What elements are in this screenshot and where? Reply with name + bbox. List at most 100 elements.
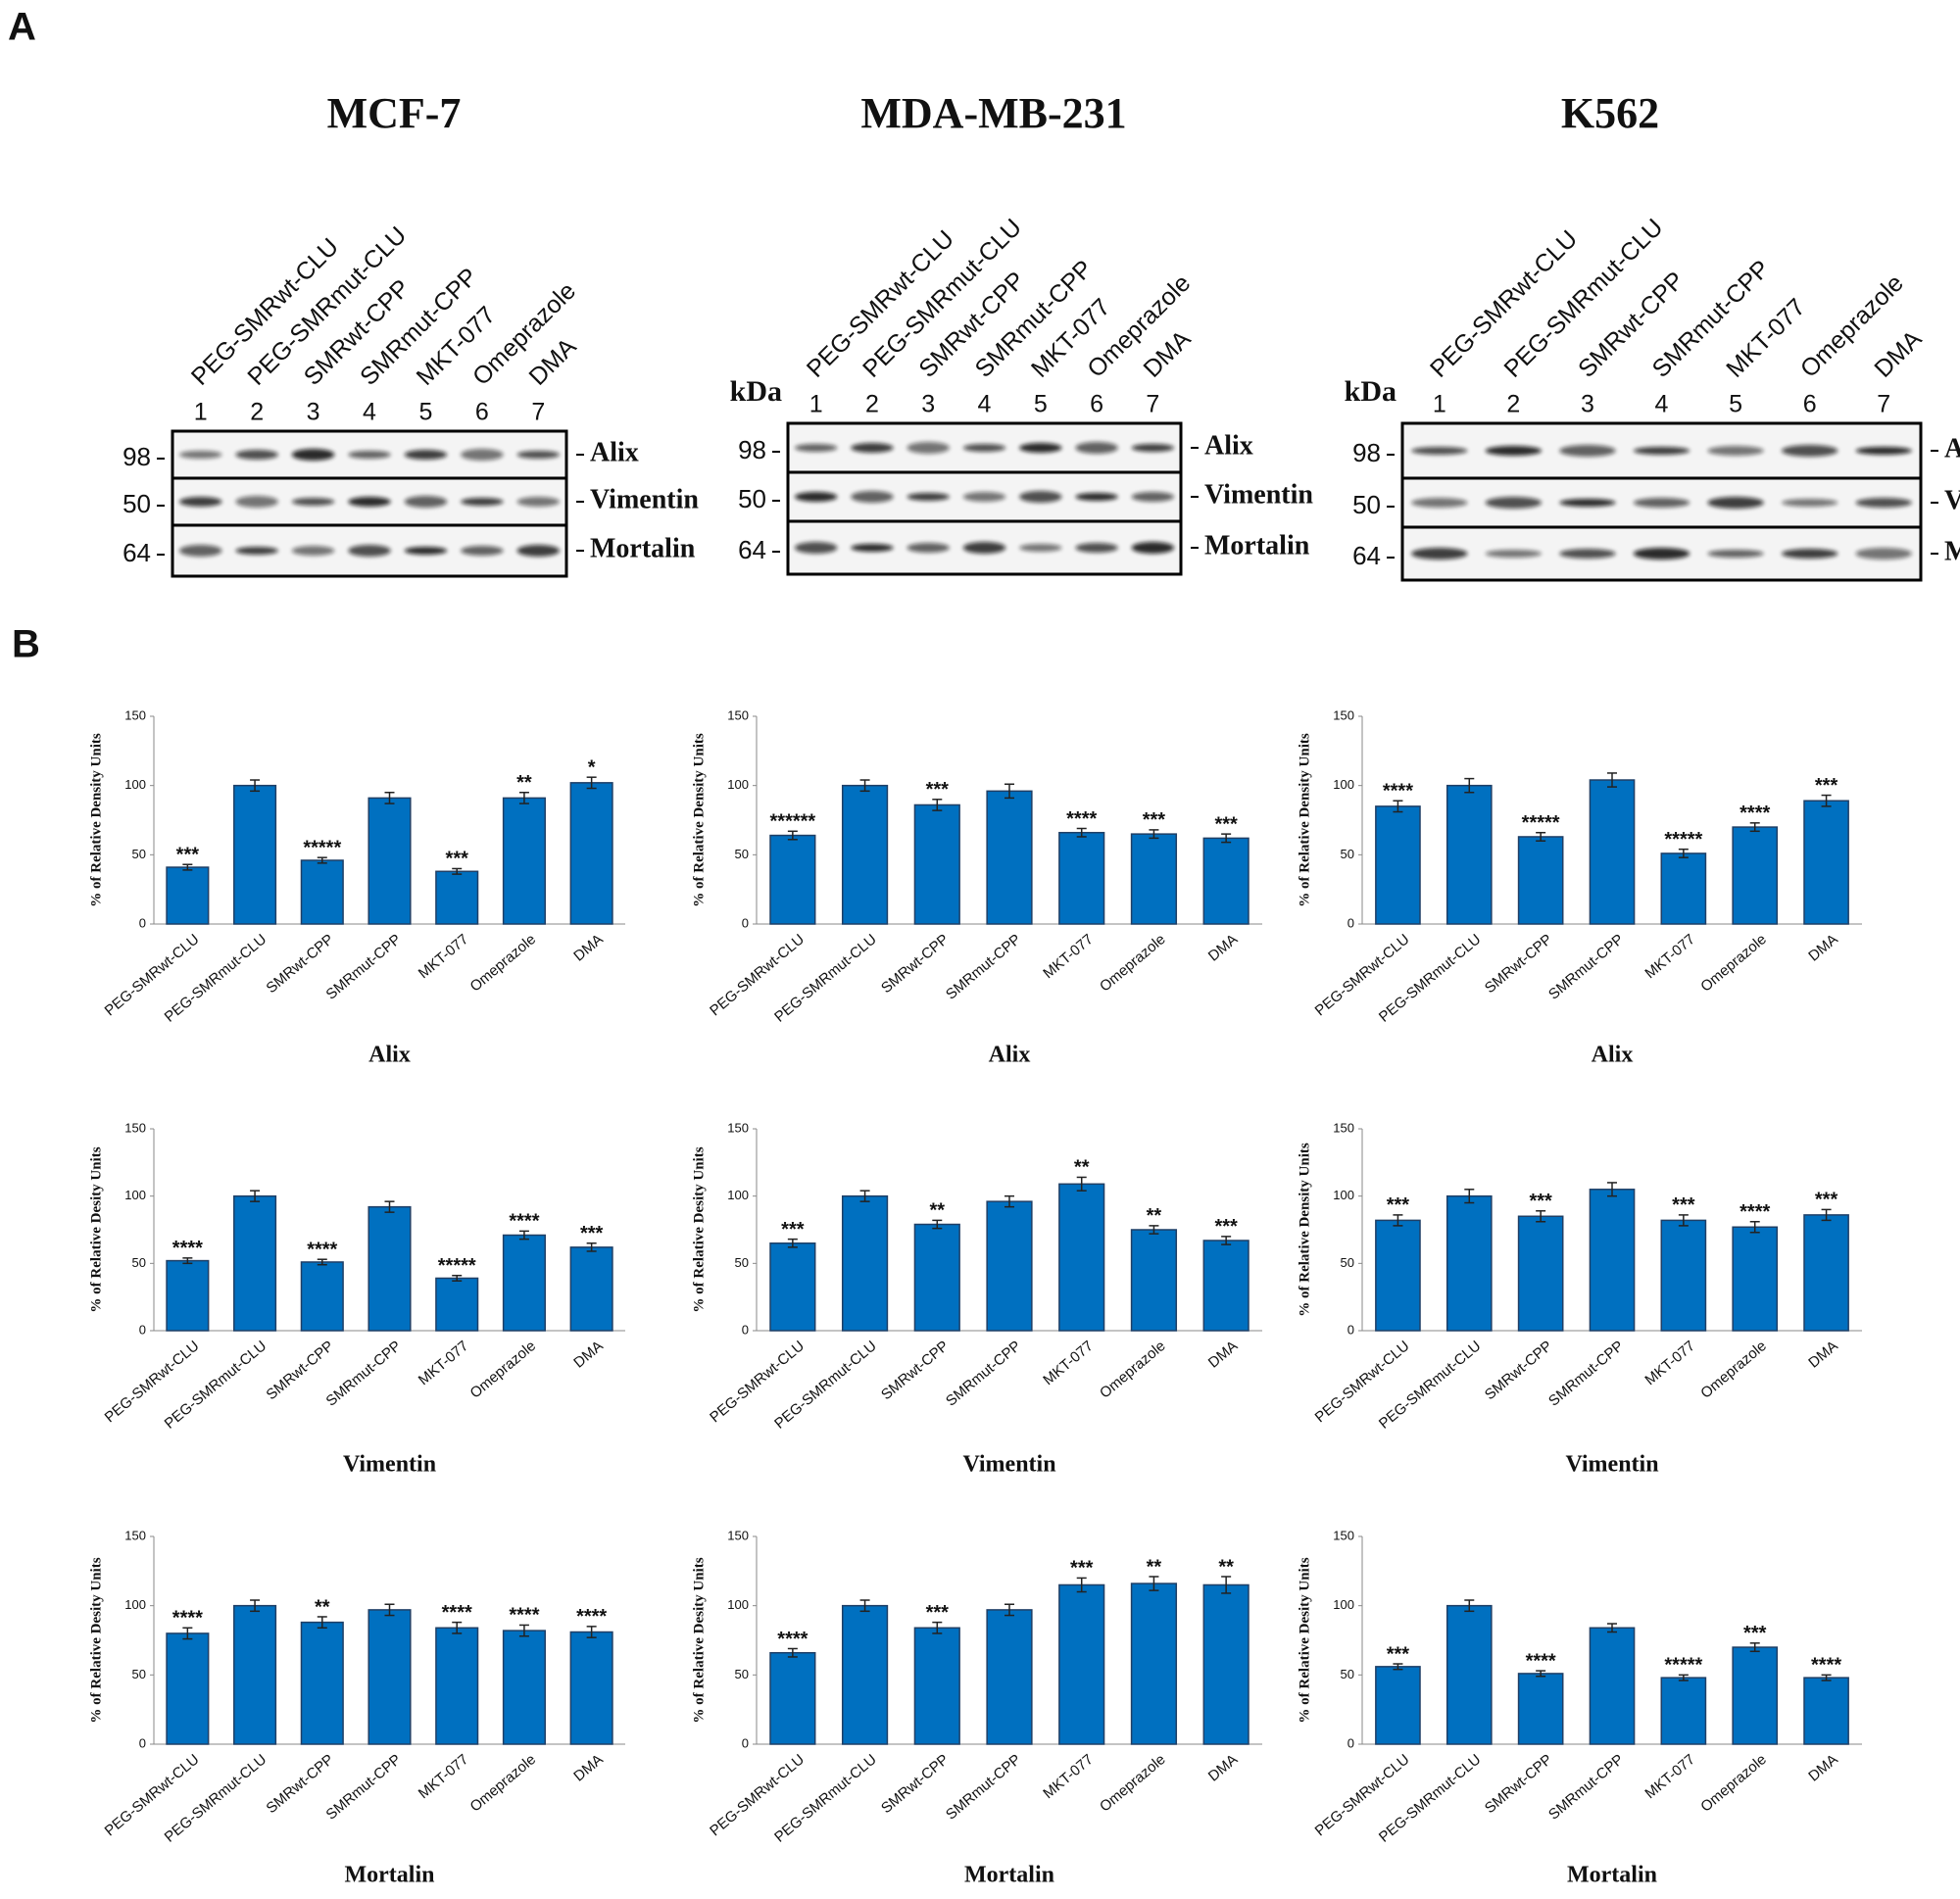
error-bar [317,1616,327,1630]
lane-number: 1 [1433,391,1446,418]
error-bar [317,856,327,864]
bar [1803,800,1849,925]
x-tick-label: Omeprazole [1097,931,1169,996]
error-bar [787,830,798,841]
y-tick-label: 0 [742,915,749,930]
blot-band [1781,445,1838,457]
bar [1517,1673,1564,1745]
y-axis-label: % of Relative Desity Units [88,1557,104,1723]
error-bar [1821,1674,1832,1681]
bar [166,1259,210,1332]
error-bar [1004,783,1014,800]
x-tick-label: DMA [1805,1751,1840,1784]
error-bar [1464,777,1475,794]
y-tick-label: 100 [727,1188,749,1202]
blot-band [348,545,391,557]
blot-band [1559,445,1616,457]
y-tick-label: 0 [742,1735,749,1750]
blot-band [1633,548,1690,560]
blot-band [1411,498,1468,508]
error-bar [859,1190,870,1202]
bar [300,1261,344,1332]
bar [769,1242,816,1332]
error-bar [250,1599,261,1613]
significance: *** [1387,1194,1410,1216]
blot-band [461,498,504,506]
lane-number: 3 [307,399,320,426]
x-tick-label: MKT-077 [1040,931,1097,982]
significance: *** [1214,813,1238,835]
blot-band [794,444,838,452]
bar [841,784,889,925]
y-tick-label: 50 [1341,847,1354,861]
significance: ***** [438,1255,476,1277]
x-tick-label: MKT-077 [1040,1751,1097,1802]
error-bar [452,1274,463,1282]
chart-title: Vimentin [343,1452,436,1478]
protein-label: Vimentin [590,484,699,514]
x-tick-label: DMA [1205,1751,1241,1784]
bar [368,1609,412,1745]
significance: ** [1218,1556,1234,1578]
chart-title: Alix [368,1043,411,1068]
x-tick-label: MKT-077 [1642,931,1698,982]
significance: **** [1066,808,1097,830]
bar [769,1651,816,1745]
lane-number: 2 [1506,391,1520,418]
chart-title: Mortalin [1567,1863,1657,1888]
y-tick-label: 150 [124,1120,146,1135]
bar [986,1609,1033,1745]
y-axis-label: % of Relative Density Units [1297,1143,1312,1317]
bar [1803,1677,1849,1745]
bar [1375,1219,1421,1332]
bar [1202,837,1250,925]
y-tick-label: 50 [735,1667,749,1681]
x-tick-label: SMRmut-CPP [1545,931,1627,1003]
blot-band [1411,548,1468,560]
y-tick-label: 50 [132,1667,146,1681]
x-tick-label: SMRmut-CPP [943,1338,1024,1410]
y-tick-label: 150 [124,707,146,722]
marker-label: 64 [1352,541,1381,570]
lane-number: 4 [363,399,376,426]
significance: *** [1529,1191,1552,1212]
significance: ** [1147,1205,1162,1227]
error-bar [1607,772,1617,788]
error-bar [1607,1623,1617,1633]
blot-band [404,496,448,508]
y-axis-label: % of Relative Desity Units [691,1146,707,1312]
blot-band [1131,492,1175,502]
error-bar [182,1627,193,1640]
panel-label: A [8,6,36,49]
significance: *** [1387,1643,1410,1665]
bar [435,870,479,925]
error-bar [250,779,261,793]
bar [1589,1189,1636,1332]
x-tick-label: MKT-077 [1040,1338,1097,1388]
error-bar [787,1647,798,1658]
y-tick-label: 50 [132,847,146,861]
error-bar [586,1626,597,1638]
blot-band [1559,549,1616,559]
x-tick-label: Omeprazole [1697,931,1770,996]
chart-title: Mortalin [964,1863,1054,1888]
error-bar [1749,1642,1760,1653]
significance: *** [781,1219,805,1241]
significance: ** [1147,1556,1162,1578]
x-tick-label: SMRwt-CPP [1482,931,1555,997]
chart-title: Mortalin [345,1863,435,1888]
significance: **** [1740,803,1770,824]
blot-band [461,449,504,461]
blot-band [516,451,561,459]
significance: **** [172,1608,203,1630]
y-tick-label: 0 [1348,1735,1354,1750]
error-bar [1076,827,1087,838]
bar [913,1223,960,1332]
lane-number: 6 [1090,391,1103,418]
y-tick-label: 150 [727,1528,749,1542]
y-tick-label: 0 [139,1735,146,1750]
blot-band [348,451,391,459]
blot-band [962,492,1006,502]
y-tick-label: 50 [1341,1255,1354,1270]
